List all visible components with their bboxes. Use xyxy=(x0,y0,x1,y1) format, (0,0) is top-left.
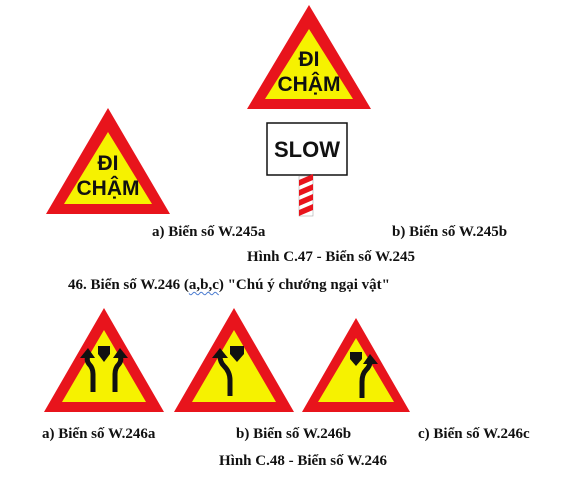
warning-sign-w246b-obstacle-left xyxy=(174,308,294,412)
figure-caption-c48: Hình C.48 - Biển số W.246 xyxy=(219,453,387,469)
sign-text-line1: ĐI xyxy=(299,48,320,71)
warning-sign-w245b: ĐI CHẬM xyxy=(247,5,371,109)
section-heading-abc: a,b,c xyxy=(188,277,219,293)
sign-text-line2: CHẬM xyxy=(278,72,341,96)
slow-plate-w245b: SLOW xyxy=(266,122,348,217)
sign-text-line2: CHẬM xyxy=(77,176,140,200)
section-heading-46: 46. Biển số W.246 (a,b,c) "Chú ý chướng … xyxy=(68,277,390,294)
figure-caption-c47: Hình C.47 - Biển số W.245 xyxy=(247,249,415,265)
obstacle-symbol-icon xyxy=(217,355,233,396)
section-heading-suffix: ) "Chú ý chướng ngại vật" xyxy=(218,277,390,293)
warning-sign-w245a: ĐI CHẬM xyxy=(46,108,170,214)
caption-w246a: a) Biển số W.246a xyxy=(42,426,156,442)
obstacle-symbol-icon xyxy=(359,361,373,398)
caption-w245a: a) Biển số W.245a xyxy=(152,224,266,240)
caption-w246c: c) Biển số W.246c xyxy=(418,426,530,442)
warning-sign-w246a-obstacle-both-sides xyxy=(44,308,164,412)
section-heading-prefix: 46. Biển số W.246 ( xyxy=(68,277,189,293)
warning-sign-w246c-obstacle-right xyxy=(302,318,410,412)
caption-w246b: b) Biển số W.246b xyxy=(236,426,352,442)
plate-text: SLOW xyxy=(274,137,340,162)
caption-w245b: b) Biển số W.245b xyxy=(392,224,508,240)
sign-text-line1: ĐI xyxy=(98,152,119,175)
obstacle-symbol-icon xyxy=(84,354,124,392)
